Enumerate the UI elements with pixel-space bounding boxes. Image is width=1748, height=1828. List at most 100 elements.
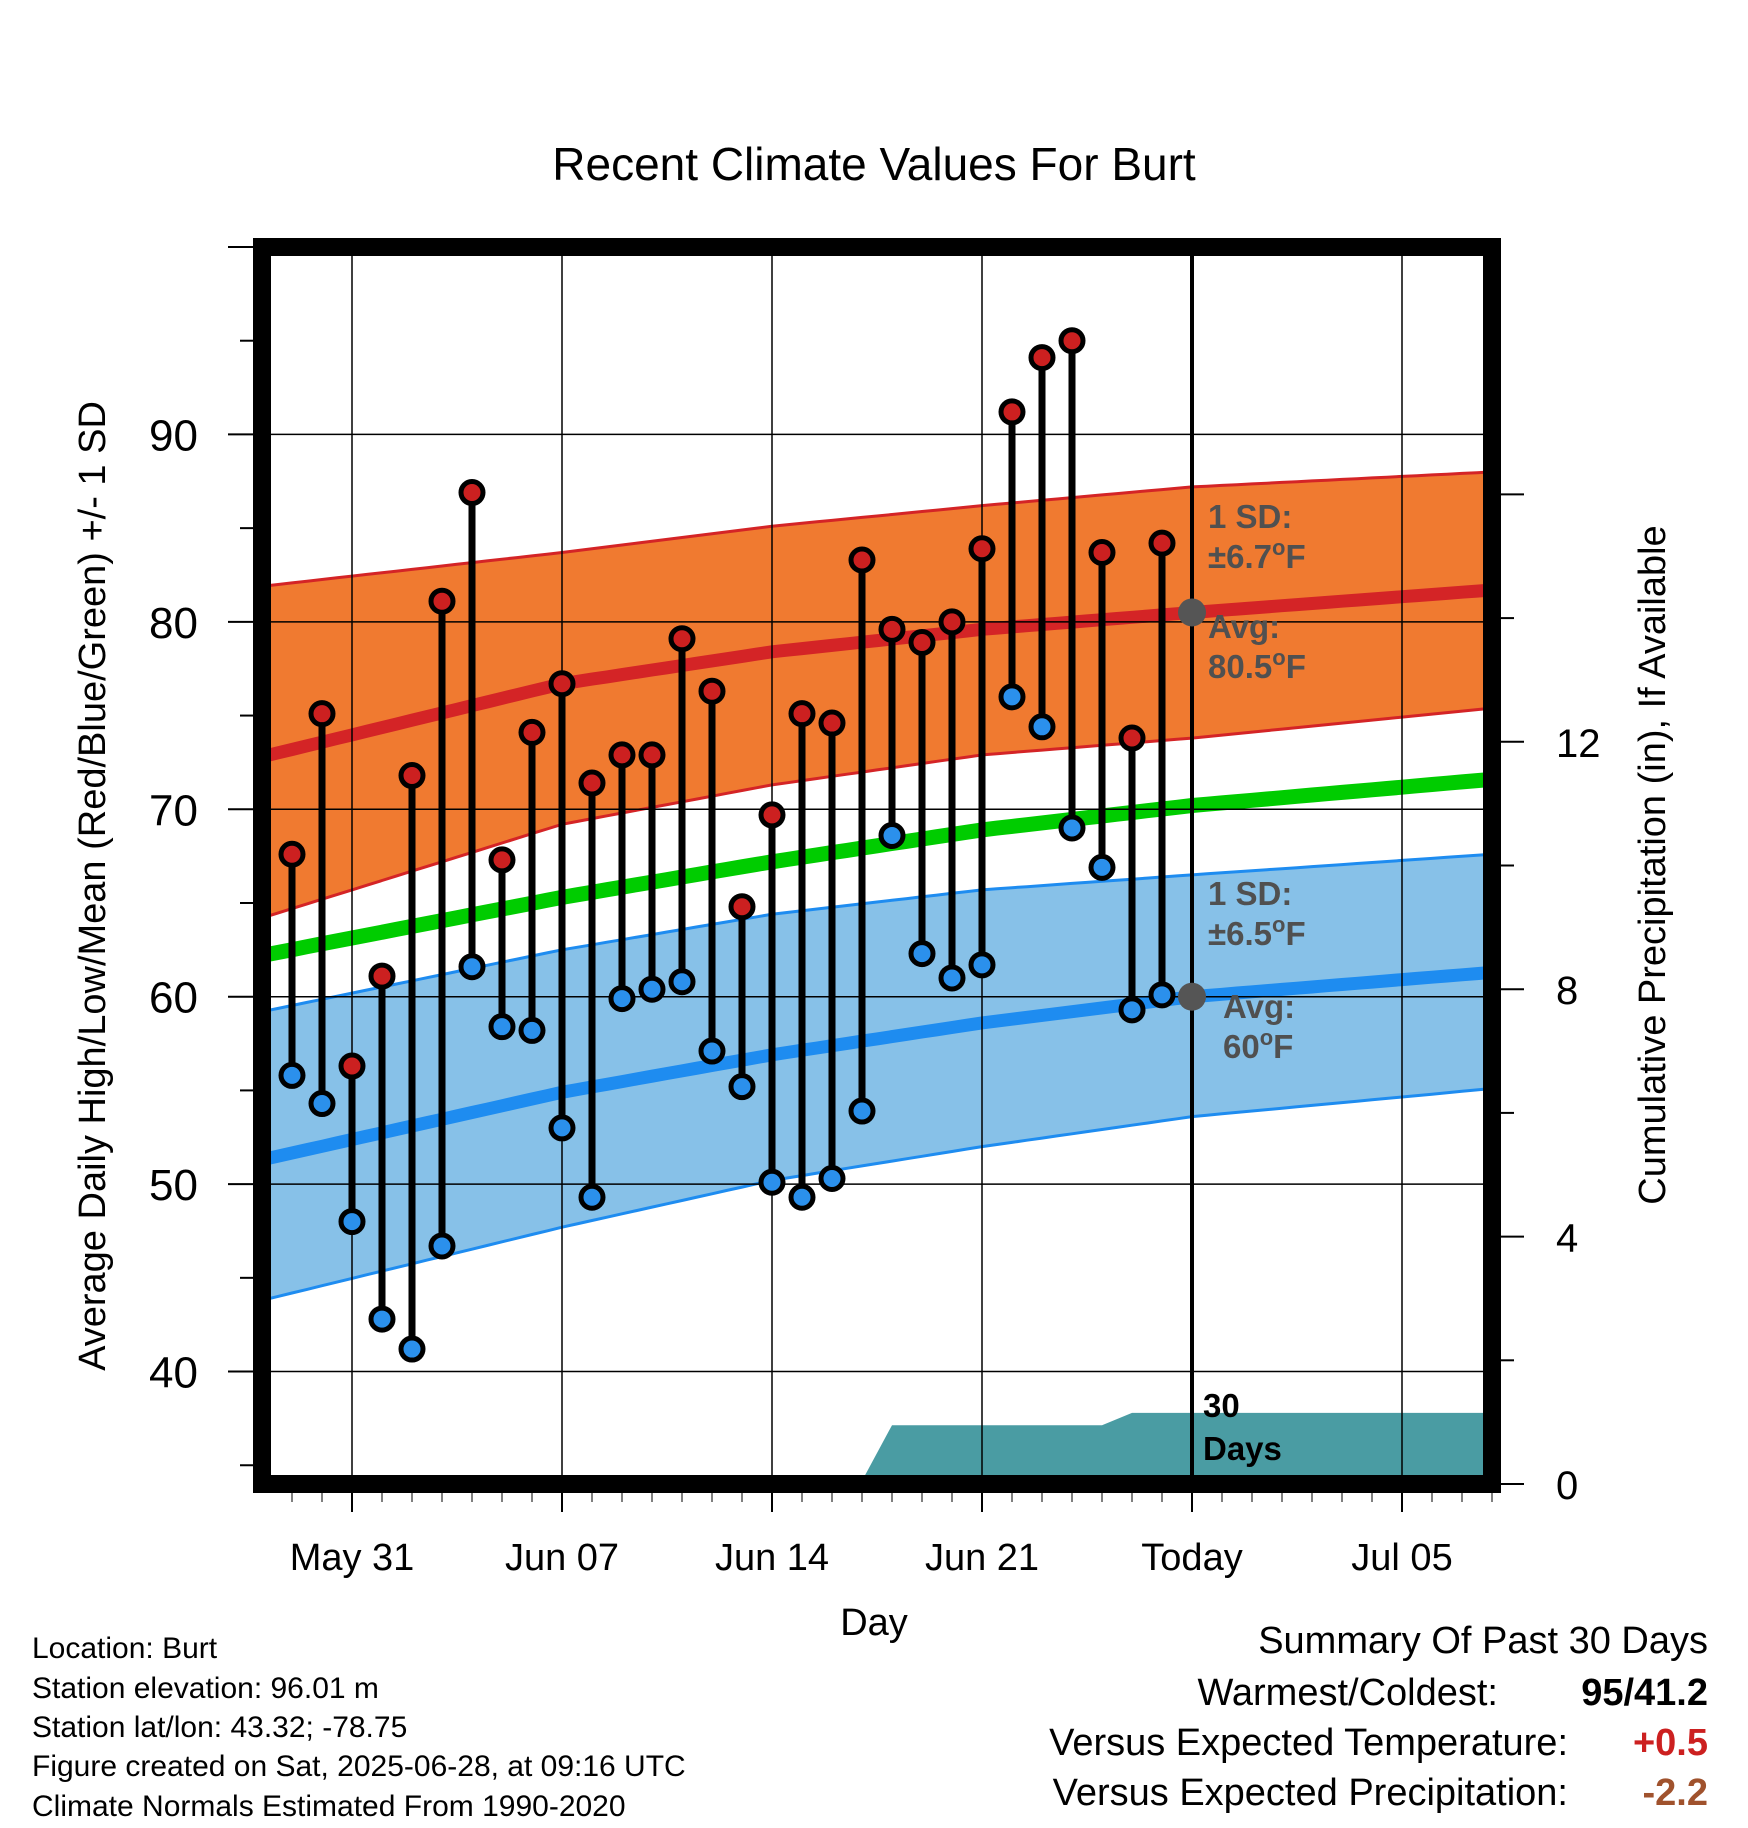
x-tick-label: Jun 21	[925, 1537, 1039, 1579]
daily-low-point	[1088, 853, 1116, 881]
daily-high-point	[578, 769, 606, 797]
daily-low-point	[788, 1183, 816, 1211]
window-label-number: 30	[1203, 1387, 1240, 1424]
info-created: Figure created on Sat, 2025-06-28, at 09…	[32, 1750, 686, 1783]
x-tick-label: Jun 14	[715, 1537, 829, 1579]
daily-high-point	[998, 398, 1026, 426]
low-sd-label: 1 SD:	[1208, 875, 1292, 912]
low-normal-line	[262, 965, 1492, 1167]
daily-low-point	[428, 1232, 456, 1260]
daily-high-point	[1088, 539, 1116, 567]
daily-high-point	[938, 608, 966, 636]
window-label-days: Days	[1203, 1430, 1282, 1467]
y-tick-label-left: 70	[149, 786, 198, 835]
today-low-avg-dot	[1178, 982, 1206, 1011]
daily-high-point	[428, 587, 456, 615]
y-tick-label-right: 8	[1556, 969, 1578, 1013]
daily-low-point	[1058, 814, 1086, 842]
daily-low-point	[968, 951, 996, 979]
temp-diff-value: +0.5	[1632, 1722, 1708, 1764]
x-tick-label: May 31	[290, 1537, 415, 1579]
y-tick-label-right: 12	[1556, 722, 1601, 766]
daily-low-point	[638, 975, 666, 1003]
summary-title: Summary Of Past 30 Days	[1258, 1620, 1708, 1662]
daily-low-point	[938, 964, 966, 992]
daily-high-point	[878, 615, 906, 643]
daily-low-point	[308, 1090, 336, 1118]
daily-low-point	[338, 1208, 366, 1236]
daily-high-point	[758, 801, 786, 829]
y-tick-label-left: 40	[149, 1349, 198, 1398]
daily-low-point	[548, 1114, 576, 1142]
daily-low-point	[488, 1013, 516, 1041]
daily-low-point	[698, 1037, 726, 1065]
precip-area	[262, 1412, 1492, 1484]
daily-high-point	[818, 709, 846, 737]
daily-low-point	[398, 1335, 426, 1363]
daily-low-point	[518, 1016, 546, 1044]
today-high-avg-dot	[1178, 598, 1206, 627]
daily-low-point	[278, 1061, 306, 1089]
high-avg-label: Avg:	[1208, 608, 1280, 645]
daily-high-point	[368, 962, 396, 990]
y-tick-label-right: 4	[1556, 1217, 1578, 1261]
high-avg-value: 80.5oF	[1208, 645, 1306, 685]
y-tick-label-right: 0	[1556, 1464, 1578, 1508]
daily-high-point	[1118, 724, 1146, 752]
y-tick-label-left: 80	[149, 599, 198, 648]
daily-low-point	[368, 1305, 396, 1333]
info-location: Location: Burt	[32, 1632, 218, 1665]
high-sd-band-upper-edge	[262, 470, 1492, 588]
daily-high-point	[548, 670, 576, 698]
daily-high-point	[488, 846, 516, 874]
x-tick-label: Jul 05	[1351, 1537, 1452, 1579]
low-sd-band-lower-edge	[262, 1087, 1492, 1302]
low-avg-value: 60oF	[1223, 1025, 1293, 1065]
daily-low-point	[728, 1073, 756, 1101]
daily-high-point	[1058, 327, 1086, 355]
high-sd-band-fill	[262, 471, 1492, 918]
x-axis-label: Day	[840, 1602, 908, 1644]
precip-diff-label: Versus Expected Precipitation:	[1052, 1772, 1568, 1814]
daily-high-point	[308, 700, 336, 728]
daily-low-point	[668, 968, 696, 996]
daily-high-point	[608, 741, 636, 769]
low-avg-label: Avg:	[1223, 988, 1295, 1025]
daily-high-point	[338, 1052, 366, 1080]
daily-high-point	[668, 625, 696, 653]
daily-low-point	[1148, 981, 1176, 1009]
daily-high-point	[848, 546, 876, 574]
x-tick-label: Today	[1141, 1537, 1242, 1579]
chart-title: Recent Climate Values For Burt	[552, 138, 1196, 190]
daily-high-point	[518, 718, 546, 746]
x-tick-label: Jun 07	[505, 1537, 619, 1579]
daily-low-point	[1118, 996, 1146, 1024]
low-sd-value: ±6.5oF	[1208, 912, 1306, 952]
high-normal-line	[262, 583, 1492, 764]
daily-low-point	[818, 1164, 846, 1192]
daily-low-point	[1028, 713, 1056, 741]
daily-high-point	[458, 479, 486, 507]
daily-high-point	[908, 628, 936, 656]
info-latlon: Station lat/lon: 43.32; -78.75	[32, 1711, 408, 1744]
low-sd-band-fill	[262, 854, 1492, 1301]
high-sd-band-lower-edge	[262, 706, 1492, 920]
temp-diff-label: Versus Expected Temperature:	[1049, 1722, 1568, 1764]
daily-low-point	[608, 985, 636, 1013]
daily-high-point	[1028, 344, 1056, 372]
daily-low-point	[458, 953, 486, 981]
daily-high-point	[968, 535, 996, 563]
daily-low-point	[848, 1097, 876, 1125]
daily-high-point	[728, 893, 756, 921]
y-axis-label-left: Average Daily High/Low/Mean (Red/Blue/Gr…	[72, 401, 114, 1371]
info-elevation: Station elevation: 96.01 m	[32, 1672, 379, 1705]
daily-low-point	[908, 940, 936, 968]
mean-normal-line	[262, 771, 1492, 963]
daily-high-point	[278, 840, 306, 868]
daily-high-point	[398, 762, 426, 790]
y-tick-label-left: 60	[149, 974, 198, 1023]
daily-low-point	[758, 1168, 786, 1196]
plot-frame	[253, 238, 1501, 1493]
